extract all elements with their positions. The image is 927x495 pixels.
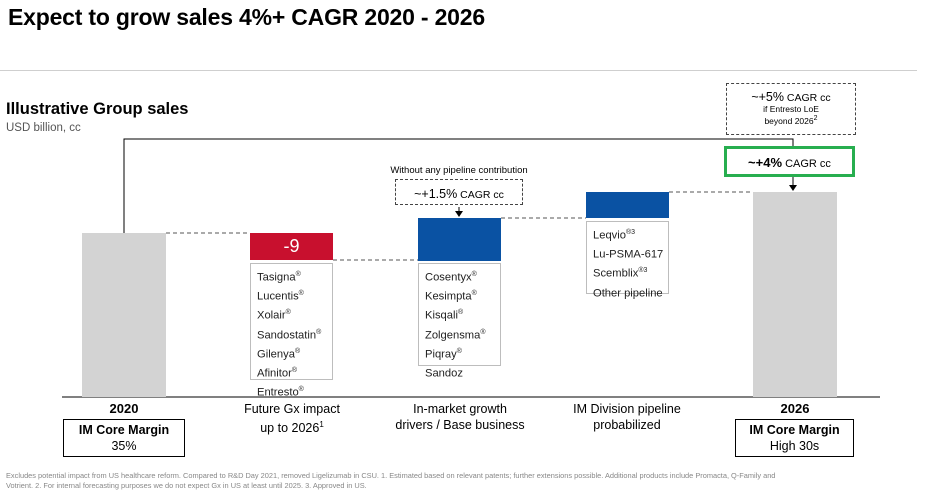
- cagr-entresto-note2: beyond 2026: [764, 115, 814, 126]
- legend-gx-item: Afinitor®: [257, 367, 297, 380]
- margin-label-2020: IM Core Margin: [78, 423, 170, 437]
- legend-growth-item: Kesimpta®: [425, 290, 477, 303]
- bar-gx-impact: [250, 233, 333, 260]
- legend-growth-item: Piqray®: [425, 347, 462, 361]
- cagr-entresto-box: ~+5% CAGR cc if Entresto LoE beyond 2026…: [726, 83, 856, 135]
- pipeline-arrow-head: [455, 211, 463, 217]
- cagr-no-pipeline-value: ~+1.5%: [414, 187, 458, 201]
- legend-growth-item: Sandoz: [425, 367, 463, 380]
- xlabel-growth: In-market growth drivers / Base business: [395, 402, 525, 432]
- footnote-line2: Votrient. 2. For internal forecasting pu…: [6, 481, 367, 490]
- legend-growth-products: Cosentyx® Kesimpta® Kisqali® Zolgensma® …: [418, 263, 501, 380]
- legend-pipeline-item: Other pipeline: [593, 287, 663, 300]
- cagr-main-unit: CAGR cc: [782, 158, 831, 170]
- legend-growth-item: Cosentyx®: [425, 271, 477, 284]
- legend-growth-item: Kisqali®: [425, 309, 464, 323]
- cagr-arrow-head: [789, 185, 797, 191]
- cagr-entresto-sup: 2: [813, 115, 818, 122]
- legend-gx-item: Entresto®: [257, 386, 304, 400]
- legend-gx-item: Xolair®: [257, 309, 291, 323]
- legend-gx-products: Tasigna® Lucentis® Xolair® Sandostatin® …: [250, 263, 333, 399]
- footnote: Excludes potential impact from US health…: [6, 471, 921, 491]
- cagr-no-pipeline-unit: CAGR cc: [457, 189, 504, 201]
- cagr-entresto-value: ~+5%: [751, 90, 784, 104]
- legend-growth-item: Zolgensma®: [425, 328, 486, 342]
- bar-2020: [82, 233, 166, 397]
- chart-unit: USD billion, cc: [6, 122, 81, 134]
- margin-value-2026: High 30s: [769, 439, 820, 453]
- cagr-no-pipeline-box: ~+1.5% CAGR cc: [395, 179, 523, 205]
- cagr-entresto-note1: if Entresto LoE: [763, 104, 819, 114]
- xlabel-2026: 2026: [780, 401, 810, 416]
- value-label-gx: -9: [283, 236, 300, 256]
- margin-box-2020: IM Core Margin 35%: [63, 419, 185, 457]
- legend-gx-item: Sandostatin®: [257, 328, 322, 342]
- xlabel-2020: 2020: [109, 401, 139, 416]
- cagr-bracket: [123, 138, 794, 233]
- legend-gx-item: Gilenya®: [257, 347, 301, 361]
- legend-pipeline-item: Scemblix®3: [593, 267, 648, 281]
- chart-subtitle: Illustrative Group sales: [6, 100, 189, 118]
- page-title: Expect to grow sales 4%+ CAGR 2020 - 202…: [8, 4, 485, 30]
- xlabel-gx: Future Gx impact up to 20261: [244, 402, 340, 436]
- margin-box-2026: IM Core Margin High 30s: [735, 419, 854, 457]
- margin-value-2020: 35%: [111, 439, 137, 453]
- bar-pipeline: [586, 192, 669, 218]
- legend-pipeline-products: Leqvio®3 Lu-PSMA-617 Scemblix®3 Other pi…: [586, 221, 669, 299]
- legend-pipeline-item: Lu-PSMA-617: [593, 248, 664, 261]
- bar-growth-drivers: [418, 218, 501, 261]
- legend-pipeline-item: Leqvio®3: [593, 229, 636, 242]
- xlabel-pipeline: IM Division pipeline probabilized: [573, 402, 681, 432]
- cagr-main-box: ~+4% CAGR cc: [724, 146, 855, 177]
- legend-gx-item: Tasigna®: [257, 271, 301, 284]
- pipeline-note: Without any pipeline contribution: [390, 165, 528, 176]
- bar-2026: [753, 192, 837, 397]
- cagr-entresto-unit: CAGR cc: [784, 92, 831, 104]
- margin-label-2026: IM Core Margin: [749, 423, 840, 437]
- title-divider: [0, 70, 917, 71]
- footnote-line1: Excludes potential impact from US health…: [6, 471, 776, 480]
- legend-gx-item: Lucentis®: [257, 290, 304, 303]
- cagr-main-value: ~+4%: [748, 155, 783, 170]
